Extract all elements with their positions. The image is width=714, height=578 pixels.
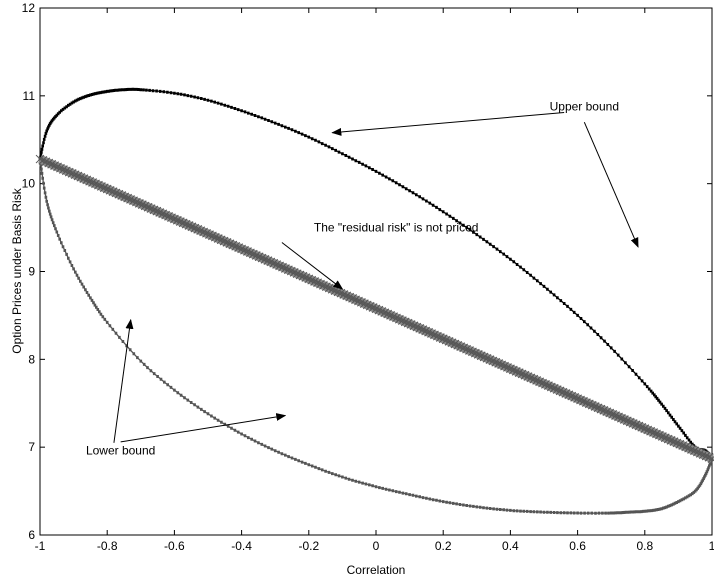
x-tick-label: 1 <box>709 539 714 553</box>
x-tick-label: -0.2 <box>298 539 319 553</box>
annotation-arrow <box>120 413 287 443</box>
residual-series <box>35 154 714 463</box>
annotations: Upper bound The "residual risk" is not pr… <box>86 99 639 458</box>
y-tick-label: 7 <box>28 440 35 454</box>
x-tick-label: 0.2 <box>435 539 452 553</box>
annotation-text: The "residual risk" is not priced <box>314 221 479 235</box>
annotation-arrow <box>281 242 344 290</box>
x-tick-label: -1 <box>35 539 46 553</box>
plot-area <box>39 7 713 536</box>
axis-ticks: -1 -0.8 -0.6 -0.4 -0.2 0 0.2 0.4 0.6 0.8 1 6 7 8 9 10 11… <box>22 1 714 553</box>
annotation-arrow <box>583 121 639 248</box>
x-tick-label: -0.6 <box>164 539 185 553</box>
y-tick-label: 9 <box>28 265 35 279</box>
x-tick-label: 0.8 <box>636 539 653 553</box>
x-axis-label: Correlation <box>347 563 406 577</box>
y-tick-label: 11 <box>23 89 36 103</box>
annotation-text: Upper bound <box>550 99 619 113</box>
y-tick-label: 6 <box>28 528 35 542</box>
y-axis-label: Option Prices under Basis Risk <box>10 187 24 353</box>
annotation-arrow <box>331 112 565 136</box>
series-layer <box>35 87 714 515</box>
upper-series <box>38 87 714 461</box>
x-tick-label: -0.8 <box>97 539 118 553</box>
x-tick-label: 0.4 <box>502 539 519 553</box>
residual-markers <box>35 154 714 463</box>
y-tick-label: 10 <box>22 177 36 191</box>
x-tick-label: 0 <box>373 539 380 553</box>
x-tick-label: -0.4 <box>231 539 252 553</box>
x-tick-label: 0.6 <box>569 539 586 553</box>
y-tick-label: 8 <box>28 352 35 366</box>
annotation-text: Lower bound <box>86 444 155 458</box>
y-tick-label: 12 <box>22 1 36 15</box>
annotation-arrow <box>113 318 134 443</box>
